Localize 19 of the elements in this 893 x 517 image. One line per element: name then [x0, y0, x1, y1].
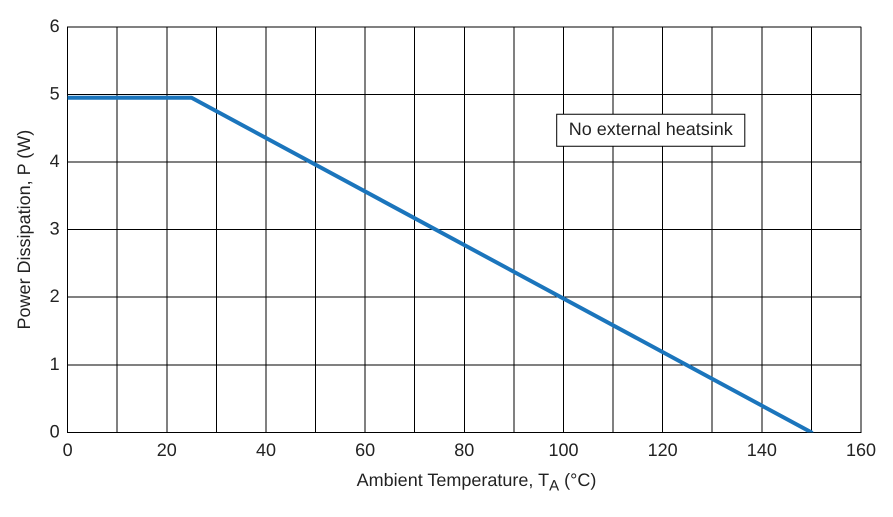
x-tick-label: 120 — [648, 440, 678, 460]
x-tick-label: 80 — [454, 440, 474, 460]
x-tick-label: 100 — [548, 440, 578, 460]
y-tick-label: 1 — [50, 354, 60, 374]
y-tick-label: 6 — [50, 16, 60, 36]
x-tick-label: 40 — [256, 440, 276, 460]
annotation: No external heatsink — [568, 119, 734, 140]
x-axis-title: Ambient Temperature, T$_{A}$ (°C) — [356, 470, 598, 495]
y-tick-label: 5 — [50, 83, 60, 104]
y-tick-label: 0 — [50, 421, 60, 442]
x-tick-label: 140 — [746, 440, 777, 460]
y-tick-label: 4 — [50, 150, 60, 171]
x-tick-label: 160 — [846, 440, 876, 460]
x-tick-label: 0 — [62, 440, 73, 460]
y-tick-label: 3 — [50, 218, 60, 239]
y-axis-title: Power Dissipation, P (W) — [14, 130, 34, 330]
x-tick-label: 60 — [355, 440, 376, 460]
x-tick-label: 20 — [156, 440, 177, 460]
y-tick-label: 2 — [50, 286, 60, 306]
